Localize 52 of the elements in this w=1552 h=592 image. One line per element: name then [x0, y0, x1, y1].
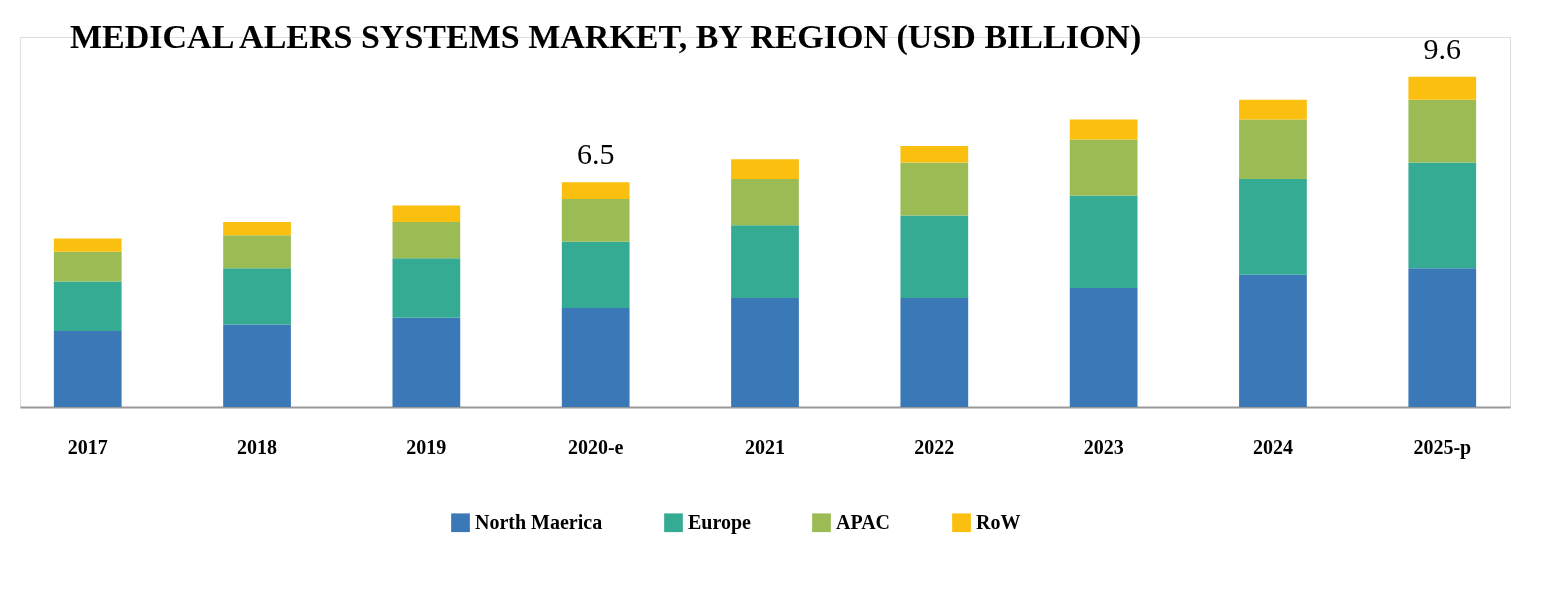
- x-tick-label: 2025-p: [1413, 435, 1472, 459]
- bar: [392, 258, 461, 318]
- bar: [1069, 195, 1138, 289]
- bar: [731, 225, 799, 298]
- legend-label: Europe: [688, 510, 752, 534]
- bar: [561, 241, 630, 308]
- legend-label: RoW: [976, 510, 1021, 533]
- x-tick-label: 2021: [745, 435, 785, 458]
- bar: [53, 238, 122, 252]
- bar: [561, 198, 630, 242]
- bar: [561, 307, 630, 407]
- bar: [223, 222, 291, 236]
- bar: [223, 235, 291, 269]
- bar: [53, 251, 122, 282]
- bar: [53, 331, 122, 407]
- bar: [1239, 179, 1307, 275]
- bar: [1408, 76, 1477, 100]
- bar: [1239, 274, 1307, 407]
- bar: [900, 162, 969, 216]
- bar: [1408, 162, 1477, 269]
- bar: [392, 205, 461, 222]
- bar: [1239, 99, 1307, 120]
- bar: [1069, 139, 1138, 196]
- bar: [53, 281, 122, 332]
- text: 9.6: [1423, 31, 1462, 65]
- x-tick-label: 2017: [67, 435, 108, 458]
- bar: [731, 297, 799, 407]
- bar: [223, 268, 291, 325]
- x-tick-label: 2022: [914, 435, 955, 458]
- x-tick-label: 2019: [406, 435, 447, 458]
- bar: [561, 182, 630, 199]
- bar: [731, 159, 799, 180]
- bar: [731, 179, 799, 226]
- bar: [900, 215, 969, 298]
- bar: [1069, 288, 1138, 407]
- x-tick-label: 2023: [1083, 435, 1124, 458]
- annotation: 6.5: [576, 137, 615, 171]
- legend-label: APAC: [836, 510, 891, 533]
- bar: [900, 146, 969, 163]
- bar: [900, 297, 969, 407]
- bar: [1408, 268, 1477, 407]
- chart-title: MEDICAL ALERS SYSTEMS MARKET, BY REGION (USD BILLION): [70, 17, 1142, 56]
- x-tick-label: 2020-e: [567, 435, 624, 458]
- x-tick-label: 2018: [237, 435, 278, 458]
- bar: [1069, 119, 1138, 140]
- bar: [392, 222, 461, 259]
- bar: [392, 317, 461, 407]
- x-tick-label: 2024: [1252, 435, 1293, 458]
- legend-label: North Maerica: [475, 510, 603, 533]
- bar: [223, 324, 291, 407]
- bar: [1239, 119, 1307, 180]
- bar: [1408, 99, 1477, 163]
